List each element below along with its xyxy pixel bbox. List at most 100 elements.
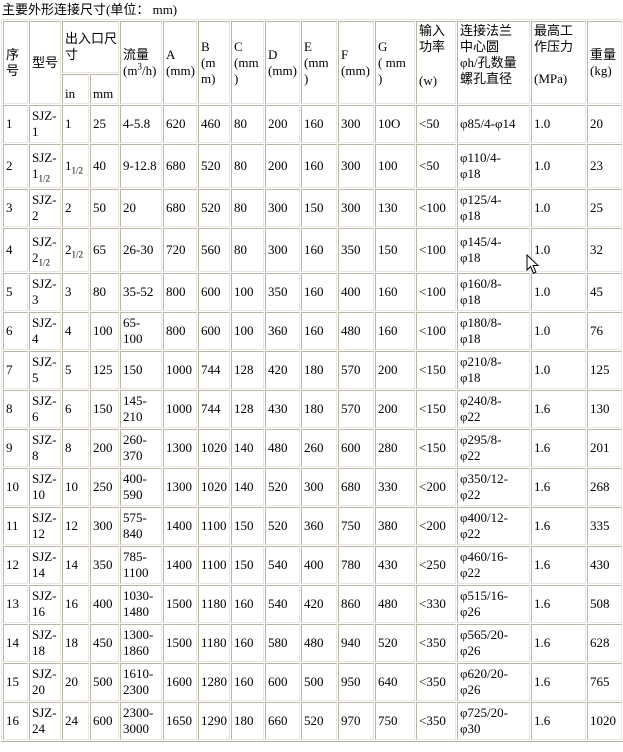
cell-weight: 201 (587, 429, 623, 467)
cell-a: 720 (163, 228, 198, 272)
cell-pressure: 1.0 (531, 351, 587, 389)
cell-mm: 65 (90, 228, 120, 272)
cell-flow: 26-30 (120, 228, 163, 272)
table-row: 8 SJZ- 6 6 150 145- 210 1000 744 128 430 180 570 200… (3, 390, 623, 428)
cell-power: <330 (416, 585, 457, 623)
header-subcol-in: in (62, 74, 89, 104)
cell-d: 350 (265, 273, 301, 311)
cell-b: 744 (198, 390, 231, 428)
table-row: 4 SJZ- 21/2 21/2 65 26-30 720 560 80 300 160 350 150… (3, 228, 623, 272)
cell-d: 200 (265, 105, 301, 143)
cell-power: <100 (416, 273, 457, 311)
cell-b: 1290 (198, 702, 231, 740)
cell-flange: φ110/4- φ18 (457, 144, 531, 188)
cell-weight: 268 (587, 468, 623, 506)
cell-flange: φ620/20- φ26 (457, 663, 531, 701)
cell-d: 520 (265, 468, 301, 506)
header-col-power: 输入 功率 (w) (416, 21, 457, 104)
header-col-g: G( mm ) (375, 21, 416, 104)
cell-d: 480 (265, 429, 301, 467)
cell-e: 160 (301, 144, 338, 188)
cell-c: 100 (231, 273, 265, 311)
header-col-serial: 序号 (3, 21, 28, 104)
cell-power: <100 (416, 312, 457, 350)
cell-pressure: 1.0 (531, 228, 587, 272)
cell-power: <100 (416, 189, 457, 227)
table-row: 14 SJZ- 18 18 450 1300- 1860 1500 1180 160 580 480… (3, 624, 623, 662)
table-row: 9 SJZ- 8 8 200 260- 370 1300 1020 140 480 260 600 28… (3, 429, 623, 467)
cell-e: 420 (301, 585, 338, 623)
cell-pressure: 1.0 (531, 312, 587, 350)
header-col-flange: 连接法兰 中心圆 φh/孔数量 螺孔直径 (457, 21, 531, 104)
page-title: 主要外形连接尺寸(单位： mm) (2, 2, 178, 17)
table-row: 12 SJZ- 14 14 350 785- 1100 1400 1100 150 540 400 7… (3, 546, 623, 584)
table-row: 5 SJZ- 3 3 80 35-52 800 600 100 350 160 400 160 <100 φ… (3, 273, 623, 311)
cell-serial: 7 (3, 351, 28, 389)
cell-pressure: 1.6 (531, 468, 587, 506)
cell-power: <250 (416, 546, 457, 584)
cell-model: SJZ- 11/2 (29, 144, 61, 188)
cell-flow: 20 (120, 189, 163, 227)
cell-b: 1020 (198, 429, 231, 467)
cell-e: 150 (301, 189, 338, 227)
cell-serial: 8 (3, 390, 28, 428)
cell-model: SJZ- 24 (29, 702, 61, 740)
cell-f: 950 (338, 663, 375, 701)
cell-weight: 20 (587, 105, 623, 143)
cell-pressure: 1.6 (531, 429, 587, 467)
cell-model: SJZ- 8 (29, 429, 61, 467)
cell-in: 4 (62, 312, 89, 350)
cell-mm: 500 (90, 663, 120, 701)
table-row: 7 SJZ- 5 5 125 150 1000 744 128 420 180 570 200 <150 φ… (3, 351, 623, 389)
cell-b: 560 (198, 228, 231, 272)
cell-c: 80 (231, 228, 265, 272)
cell-c: 80 (231, 144, 265, 188)
cell-in: 10 (62, 468, 89, 506)
cell-g: 480 (375, 585, 416, 623)
cell-weight: 130 (587, 390, 623, 428)
cell-in: 18 (62, 624, 89, 662)
cell-b: 1020 (198, 468, 231, 506)
cell-mm: 600 (90, 702, 120, 740)
cell-serial: 6 (3, 312, 28, 350)
cell-e: 400 (301, 546, 338, 584)
cell-pressure: 1.0 (531, 273, 587, 311)
cell-model: SJZ- 4 (29, 312, 61, 350)
header-col-d: D (mm) (265, 21, 301, 104)
cell-pressure: 1.0 (531, 105, 587, 143)
cell-flange: φ125/4- φ18 (457, 189, 531, 227)
cell-mm: 350 (90, 546, 120, 584)
cell-flange: φ210/8- φ18 (457, 351, 531, 389)
cell-g: 160 (375, 312, 416, 350)
cell-pressure: 1.6 (531, 546, 587, 584)
cell-serial: 2 (3, 144, 28, 188)
cell-power: <350 (416, 702, 457, 740)
cell-weight: 45 (587, 273, 623, 311)
cell-mm: 80 (90, 273, 120, 311)
cell-d: 520 (265, 507, 301, 545)
table-row: 16 SJZ- 24 24 600 2300- 3000 1650 1290 180 660 520… (3, 702, 623, 740)
cell-in: 8 (62, 429, 89, 467)
table-row: 1 SJZ- 1 1 25 4-5.8 620 460 80 200 160 300 10O <50 φ85… (3, 105, 623, 143)
cell-c: 100 (231, 312, 265, 350)
cell-serial: 16 (3, 702, 28, 740)
cell-model: SJZ- 2 (29, 189, 61, 227)
cell-d: 200 (265, 144, 301, 188)
cell-g: 130 (375, 189, 416, 227)
cell-flow: 575- 840 (120, 507, 163, 545)
cell-f: 300 (338, 105, 375, 143)
cell-f: 600 (338, 429, 375, 467)
cell-model: SJZ- 18 (29, 624, 61, 662)
cell-g: 200 (375, 390, 416, 428)
cell-flow: 150 (120, 351, 163, 389)
cell-f: 300 (338, 144, 375, 188)
cell-model: SJZ- 10 (29, 468, 61, 506)
cell-b: 600 (198, 273, 231, 311)
cell-pressure: 1.0 (531, 189, 587, 227)
cell-a: 1300 (163, 429, 198, 467)
cell-f: 570 (338, 390, 375, 428)
cell-f: 940 (338, 624, 375, 662)
cell-mm: 300 (90, 507, 120, 545)
cell-flange: φ85/4-φ14 (457, 105, 531, 143)
cell-f: 970 (338, 702, 375, 740)
